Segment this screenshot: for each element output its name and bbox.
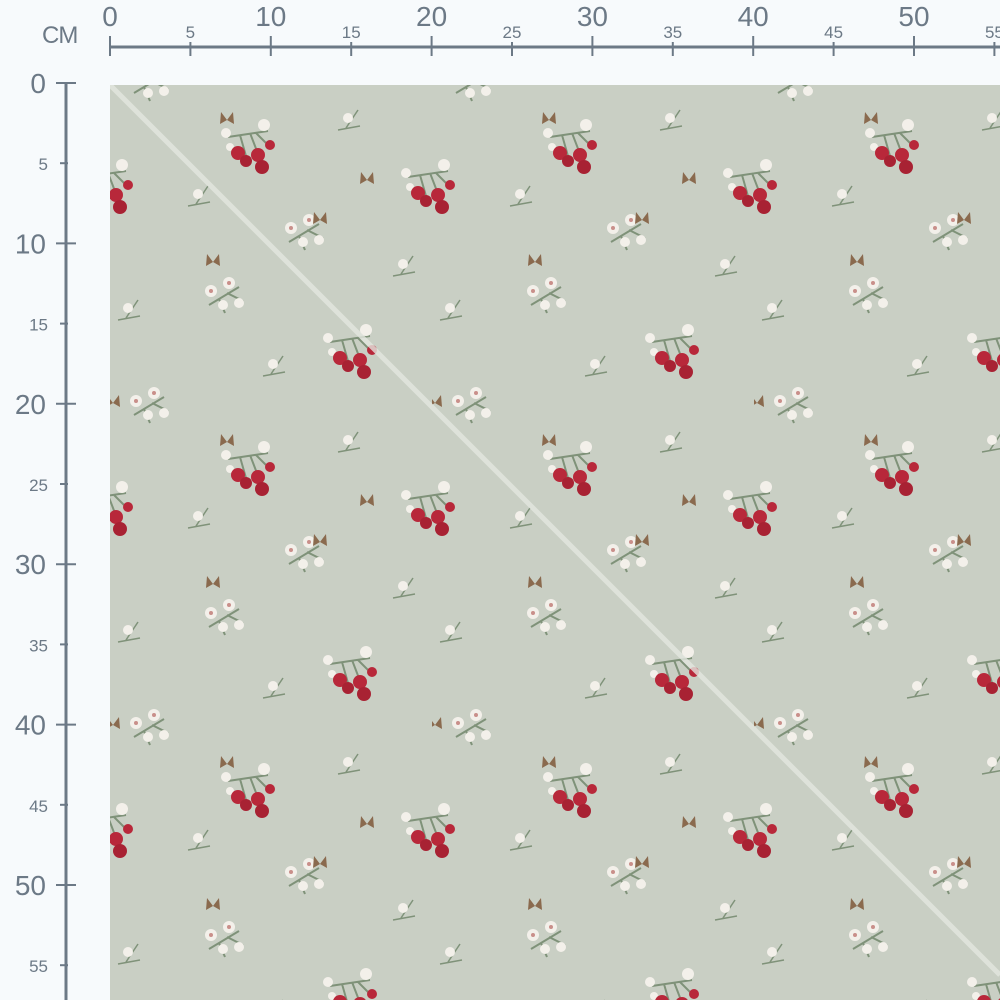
left-ruler-label: 45 bbox=[29, 797, 48, 816]
top-ruler-label: 35 bbox=[663, 23, 682, 42]
top-ruler-label: 20 bbox=[416, 1, 447, 32]
left-ruler-label: 0 bbox=[30, 68, 46, 99]
left-ruler-label: 35 bbox=[29, 636, 48, 655]
top-ruler-label: 55 bbox=[985, 23, 1000, 42]
left-ruler-label: 55 bbox=[29, 957, 48, 976]
fabric-preview bbox=[110, 85, 1000, 1000]
top-ruler-label: 50 bbox=[898, 1, 929, 32]
top-ruler-label: 30 bbox=[577, 1, 608, 32]
left-ruler-label: 5 bbox=[39, 155, 48, 174]
unit-label: CM bbox=[42, 22, 78, 49]
top-ruler-label: 0 bbox=[102, 1, 118, 32]
fold-line bbox=[110, 85, 1000, 977]
top-ruler-label: 15 bbox=[342, 23, 361, 42]
left-ruler-label: 50 bbox=[15, 870, 46, 901]
fabric-motifs bbox=[110, 85, 1000, 1000]
left-ruler-label: 30 bbox=[15, 549, 46, 580]
left-ruler-label: 20 bbox=[15, 389, 46, 420]
top-ruler-label: 40 bbox=[738, 1, 769, 32]
left-ruler-label: 10 bbox=[15, 228, 46, 259]
left-ruler: 0 5 10 15 20 25 30 35 40 45 50 55 bbox=[15, 68, 76, 1000]
left-ruler-label: 15 bbox=[29, 316, 48, 335]
left-ruler-label: 40 bbox=[15, 710, 46, 741]
top-ruler: 0 5 10 15 20 25 30 35 40 45 50 55 bbox=[102, 1, 1000, 56]
top-ruler-label: 5 bbox=[186, 23, 195, 42]
top-ruler-label: 45 bbox=[824, 23, 843, 42]
left-ruler-label: 25 bbox=[29, 476, 48, 495]
top-ruler-label: 25 bbox=[503, 23, 522, 42]
top-ruler-label: 10 bbox=[255, 1, 286, 32]
